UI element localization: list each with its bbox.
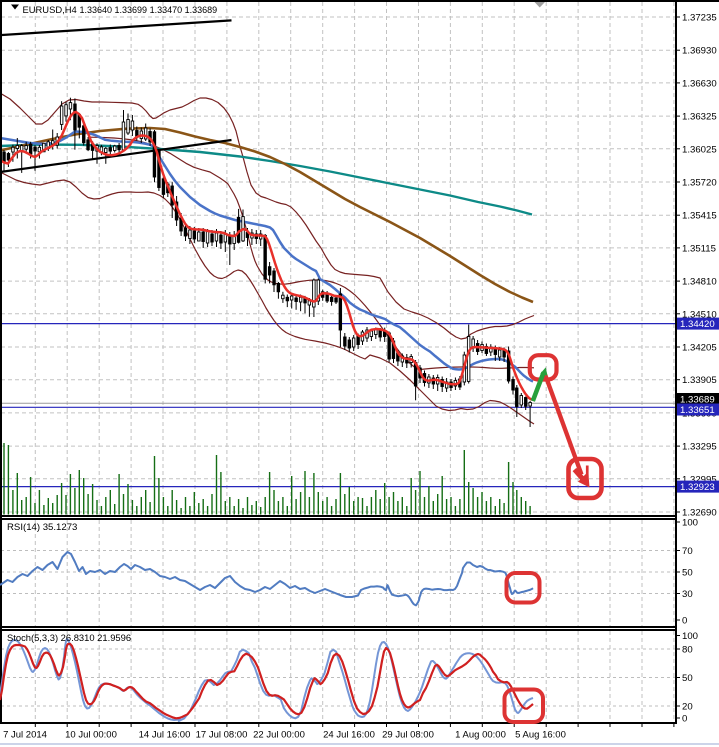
svg-text:20: 20 — [682, 702, 693, 713]
svg-text:80: 80 — [682, 645, 693, 656]
svg-text:50: 50 — [682, 673, 693, 684]
svg-text:1.33905: 1.33905 — [682, 375, 717, 386]
svg-text:1.37235: 1.37235 — [682, 13, 717, 24]
svg-text:1.32995: 1.32995 — [682, 474, 717, 485]
svg-text:RSI(14) 35.1273: RSI(14) 35.1273 — [7, 522, 77, 533]
svg-text:100: 100 — [682, 518, 698, 529]
svg-text:1.33651: 1.33651 — [680, 405, 715, 416]
svg-text:1.34510: 1.34510 — [682, 309, 717, 320]
svg-text:1.32690: 1.32690 — [682, 508, 717, 519]
svg-text:1.35415: 1.35415 — [682, 211, 717, 222]
svg-text:1.36930: 1.36930 — [682, 46, 717, 57]
svg-text:0: 0 — [682, 616, 687, 627]
svg-text:7 Jul 2014: 7 Jul 2014 — [3, 730, 47, 741]
svg-text:1.35115: 1.35115 — [682, 243, 716, 254]
svg-text:0: 0 — [682, 714, 687, 725]
svg-text:14 Jul 16:00: 14 Jul 16:00 — [139, 730, 191, 741]
svg-text:1.35720: 1.35720 — [682, 178, 717, 189]
svg-text:1.36630: 1.36630 — [682, 78, 717, 89]
svg-text:50: 50 — [682, 568, 693, 579]
svg-text:5 Aug 16:00: 5 Aug 16:00 — [515, 730, 566, 741]
svg-text:70: 70 — [682, 546, 693, 557]
svg-text:1.32923: 1.32923 — [680, 482, 715, 493]
svg-text:22 Jul 00:00: 22 Jul 00:00 — [253, 730, 305, 741]
svg-text:1 Aug 00:00: 1 Aug 00:00 — [455, 730, 506, 741]
svg-text:17 Jul 08:00: 17 Jul 08:00 — [196, 730, 248, 741]
svg-text:1.34205: 1.34205 — [682, 343, 717, 354]
svg-text:1.33640 1.33699 1.33470 1.3368: 1.33640 1.33699 1.33470 1.33689 — [80, 5, 218, 15]
svg-text:1.34810: 1.34810 — [682, 277, 717, 288]
svg-text:1.33689: 1.33689 — [680, 395, 715, 406]
svg-text:1.36325: 1.36325 — [682, 112, 717, 123]
svg-text:29 Jul 08:00: 29 Jul 08:00 — [382, 730, 434, 741]
svg-text:1.34420: 1.34420 — [680, 319, 715, 330]
svg-text:EURUSD,H4: EURUSD,H4 — [23, 4, 77, 15]
svg-text:Stoch(5,3,3) 26.8310 21.9596: Stoch(5,3,3) 26.8310 21.9596 — [7, 632, 131, 643]
svg-text:1.33295: 1.33295 — [682, 442, 717, 453]
svg-text:30: 30 — [682, 589, 693, 600]
svg-text:100: 100 — [682, 631, 698, 642]
svg-text:10 Jul 00:00: 10 Jul 00:00 — [65, 730, 117, 741]
svg-text:1.36025: 1.36025 — [682, 144, 717, 155]
svg-text:24 Jul 16:00: 24 Jul 16:00 — [323, 730, 375, 741]
